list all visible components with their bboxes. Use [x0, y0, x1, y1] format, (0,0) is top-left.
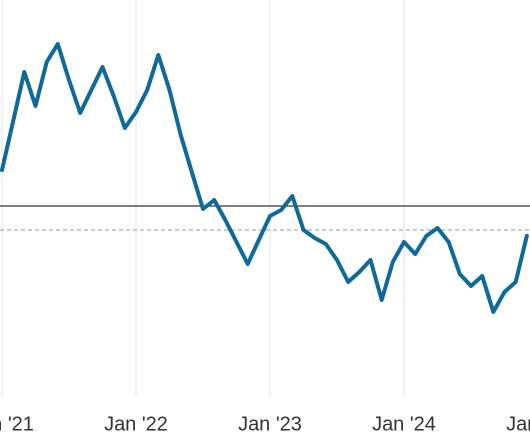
- x-tick-label: Jan '25: [506, 413, 530, 435]
- x-tick-label: Jan '23: [238, 413, 302, 435]
- x-tick-label: Jan '22: [104, 413, 168, 435]
- data-line: [0, 42, 529, 314]
- x-tick-label: Jan '21: [0, 413, 34, 435]
- x-tick-label: Jan '24: [372, 413, 436, 435]
